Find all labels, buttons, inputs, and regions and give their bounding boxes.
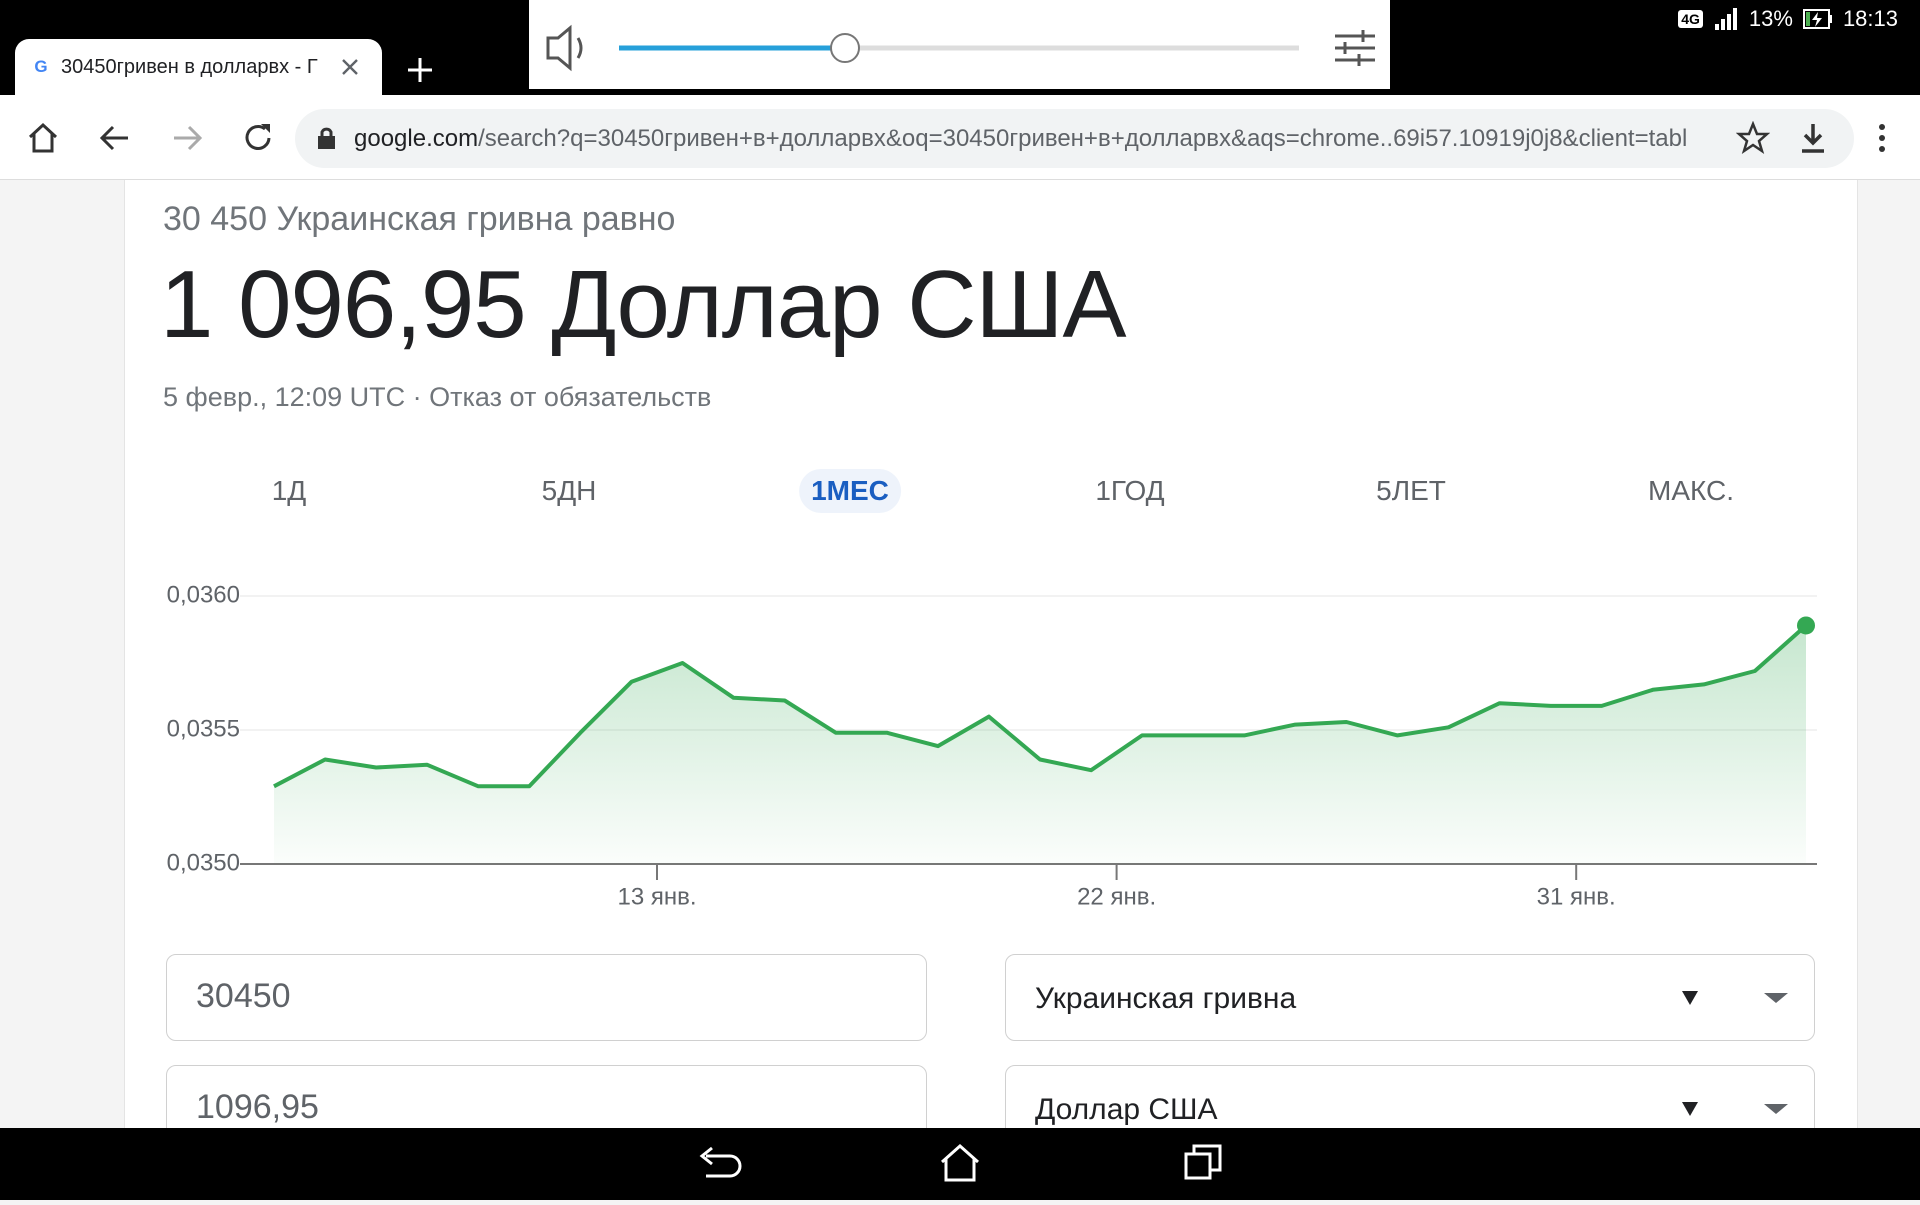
download-button[interactable]: [1796, 121, 1830, 155]
home-button[interactable]: [26, 121, 60, 155]
signal-icon: [1714, 8, 1737, 30]
nav-recents[interactable]: [1184, 1144, 1222, 1180]
currency-to: Доллар США: [1035, 1093, 1218, 1126]
dropdown-arrows: [1682, 991, 1788, 1005]
volume-controls: [546, 24, 1375, 72]
menu-button[interactable]: [1872, 121, 1892, 155]
reload-button[interactable]: [241, 121, 275, 155]
status-bar: 4G 13% 18:13: [1678, 6, 1898, 32]
url-text: google.com/search?q=30450гривен+в+доллар…: [354, 125, 1694, 153]
range-button[interactable]: 1ГОД: [1095, 475, 1165, 506]
conversion-result: 1 096,95 Доллар США: [160, 251, 1127, 358]
range-button[interactable]: 5ДН: [541, 475, 597, 506]
y-tick-label: 0,0360: [167, 581, 240, 608]
network-type: 4G: [1678, 10, 1703, 28]
url-path: /search?q=30450гривен+в+долларвх&oq=3045…: [478, 125, 1688, 152]
range-button[interactable]: 1МЕС: [799, 469, 901, 513]
tab-title: 30450гривен в долларвх - Г: [61, 56, 318, 78]
y-tick-label: 0,0350: [167, 849, 240, 876]
new-tab-icon[interactable]: [406, 56, 434, 84]
nav-back[interactable]: [699, 1146, 742, 1178]
volume-panel: [529, 0, 1390, 89]
amount-from-input[interactable]: 30450: [166, 954, 927, 1041]
range-button[interactable]: МАКС.: [1648, 475, 1734, 506]
battery-icon: [1802, 9, 1832, 29]
end-point: [1797, 616, 1815, 635]
line: [273, 624, 1808, 789]
equalizer-icon[interactable]: [1335, 30, 1375, 66]
url-domain: google.com: [354, 125, 479, 152]
volume-thumb[interactable]: [830, 33, 860, 63]
range-button[interactable]: 5ЛЕТ: [1376, 475, 1446, 506]
toolbar: google.com/search?q=30450гривен+в+доллар…: [0, 95, 1920, 180]
nav-home[interactable]: [941, 1143, 979, 1182]
lock-icon: [318, 127, 335, 149]
amount-to: 1096,95: [196, 1088, 319, 1126]
x-tick-label: 22 янв.: [1077, 883, 1156, 910]
browser-tab[interactable]: G 30450гривен в долларвх - Г: [15, 39, 382, 95]
svg-text:G: G: [34, 57, 47, 76]
bookmark-button[interactable]: [1736, 121, 1770, 155]
x-tick-label: 13 янв.: [617, 883, 696, 910]
clock: 18:13: [1842, 6, 1898, 31]
battery-level: 13%: [1748, 6, 1793, 31]
currency-from: Украинская гривна: [1035, 982, 1297, 1015]
y-tick-label: 0,0355: [167, 715, 240, 742]
navigation-bar: [0, 1128, 1920, 1200]
area: [274, 625, 1806, 864]
timestamp: 5 февр., 12:09 UTC · Отказ от обязательс…: [163, 382, 712, 412]
range-button[interactable]: 1Д: [271, 475, 307, 506]
speaker-icon[interactable]: [546, 24, 583, 72]
amount-from: 30450: [196, 977, 291, 1015]
address-bar[interactable]: google.com/search?q=30450гривен+в+доллар…: [295, 109, 1854, 168]
dropdown-arrows: [1682, 1102, 1788, 1116]
google-icon: G: [34, 57, 47, 76]
currency-from-select[interactable]: Украинская гривна: [1005, 954, 1815, 1041]
chart: 0,0350 0,0355 0,0360 13 янв. 22 янв. 31 янв.: [167, 581, 1817, 910]
conversion-subtitle: 30 450 Украинская гривна равно: [163, 200, 676, 238]
back-button[interactable]: [98, 121, 132, 155]
nav-buttons: [699, 1143, 1222, 1182]
close-tab-icon[interactable]: [340, 57, 360, 77]
x-tick-label: 31 янв.: [1537, 883, 1616, 910]
forward-button[interactable]: [170, 121, 204, 155]
